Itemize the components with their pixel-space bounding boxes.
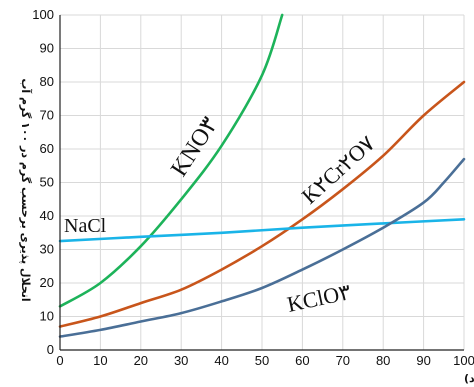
axes: [59, 15, 464, 351]
y-tick-label: 40: [40, 208, 54, 223]
y-tick-label: 10: [40, 309, 54, 324]
grid: [59, 14, 465, 351]
x-tick-label: 10: [93, 353, 107, 368]
x-tick-label: 60: [295, 353, 309, 368]
x-tick-label: 100: [453, 353, 474, 368]
x-tick-label: 0: [56, 353, 63, 368]
x-tick-label: 70: [336, 353, 350, 368]
y-tick-label: 0: [47, 342, 54, 357]
x-tick-label: 90: [416, 353, 430, 368]
x-axis-label: دما (درجه سانتی گراد): [464, 372, 474, 385]
k2cr2o7-line: [58, 80, 466, 328]
tick-labels: 0 10 20 30 40 50 60 70 80 90 100 0 10 20 30 40 50 60 70 80 9…: [32, 7, 474, 368]
y-tick-label: 70: [40, 108, 54, 123]
y-tick-label: 50: [40, 175, 54, 190]
x-tick-label: 40: [214, 353, 228, 368]
nacl-label: NaCl: [64, 215, 107, 237]
x-tick-label: 50: [255, 353, 269, 368]
y-tick-label: 30: [40, 242, 54, 257]
x-tick-label: 80: [376, 353, 390, 368]
y-tick-label: 60: [40, 141, 54, 156]
y-tick-label: 20: [40, 275, 54, 290]
series-lines: [58, 13, 466, 338]
kno3-label: KNO۳: [166, 113, 223, 182]
x-tick-label: 20: [134, 353, 148, 368]
x-tick-label: 30: [174, 353, 188, 368]
y-axis-label: انحلال پذیری برحسب گرم در ۱۰۰ گرم آب: [19, 78, 33, 301]
y-tick-label: 100: [32, 7, 54, 22]
y-tick-label: 80: [40, 74, 54, 89]
kno3-line: [58, 13, 284, 308]
y-tick-label: 90: [40, 41, 54, 56]
kclo3-line: [58, 157, 466, 338]
